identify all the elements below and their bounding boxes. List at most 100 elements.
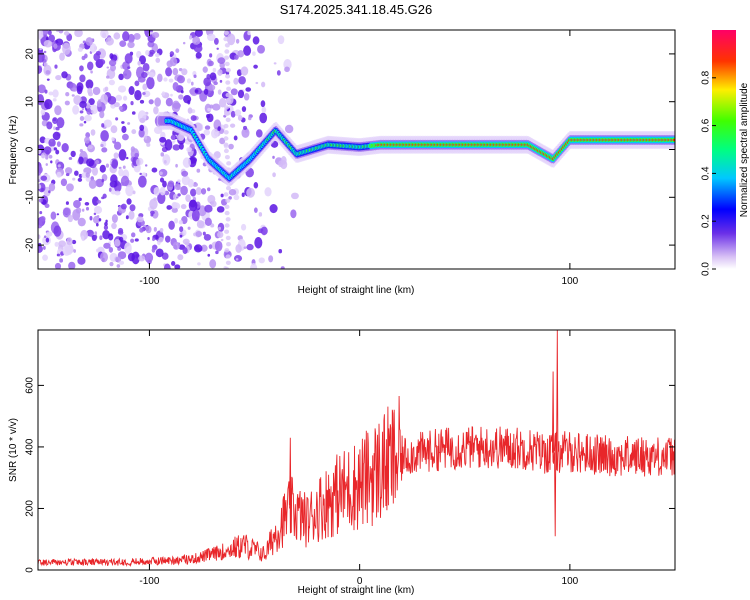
spectrogram-noise-cell bbox=[117, 85, 127, 93]
spectrogram-streak-cell bbox=[223, 55, 229, 60]
spectrogram-noise-cell bbox=[89, 216, 93, 221]
spectrogram-streak-cell bbox=[225, 254, 231, 259]
spectrogram-noise-cell bbox=[59, 258, 64, 263]
spectrogram-noise-cell bbox=[72, 105, 80, 115]
snr-panel: -100 0 100 0 200 400 600 Height of straight li… bbox=[8, 329, 676, 596]
spectrogram-noise-cell bbox=[137, 60, 141, 66]
spectrogram-noise-cell bbox=[218, 226, 221, 231]
spectrogram-streak-cell bbox=[224, 229, 230, 234]
spectrogram-noise-cell bbox=[100, 30, 109, 39]
spectrogram-noise-cell bbox=[48, 91, 54, 96]
spectrogram-noise-cell bbox=[101, 196, 105, 200]
spectrogram-noise-cell bbox=[103, 225, 109, 231]
spectrogram-noise-cell bbox=[53, 225, 62, 237]
spectrogram-noise-cell bbox=[190, 81, 194, 86]
spectrogram-noise-cell bbox=[122, 165, 126, 169]
colorbar: 0.0 0.2 0.4 0.6 0.8 Normalized spectral ampl… bbox=[701, 30, 750, 276]
spectrogram-noise-cell bbox=[82, 40, 86, 44]
spectrogram-noise-cell bbox=[55, 149, 60, 155]
spectrogram-streak-cell bbox=[225, 186, 231, 191]
spectrogram-noise-cell bbox=[111, 159, 118, 169]
spectrogram-noise-cell bbox=[277, 35, 285, 45]
spectrogram-noise-cell bbox=[207, 33, 216, 42]
spectrogram-noise-cell bbox=[208, 244, 213, 250]
spectrogram-noise-cell bbox=[214, 240, 223, 252]
spectrogram-streak-cell bbox=[225, 260, 231, 265]
spectrogram-noise-cell bbox=[159, 186, 166, 196]
spectrogram-noise-cell bbox=[217, 231, 224, 238]
spectrogram-noise-cell bbox=[132, 190, 136, 195]
spectrogram-noise-cell bbox=[38, 198, 43, 203]
spectrogram-noise-cell bbox=[68, 261, 76, 269]
spectrogram-noise-cell bbox=[117, 246, 122, 251]
spectrogram-noise-cell bbox=[155, 53, 160, 58]
snr-y-axis-label: SNR (10 * v/v) bbox=[8, 418, 19, 482]
spectrogram-noise-cell bbox=[272, 172, 276, 178]
spectrogram-noise-cell bbox=[209, 72, 217, 81]
spectrogram-noise-cell bbox=[135, 158, 141, 166]
spectrogram-streak-cell bbox=[223, 30, 229, 36]
spectrogram-noise-cell bbox=[84, 201, 90, 206]
spectrogram-noise-cell bbox=[276, 70, 281, 76]
spectrogram-streak-cell bbox=[224, 61, 230, 67]
spectrogram-noise-cell bbox=[207, 187, 211, 192]
spectrogram-noise-cell bbox=[142, 62, 150, 72]
spectrogram-noise-cell bbox=[156, 73, 163, 83]
spectrogram-noise-cell bbox=[122, 31, 130, 42]
spectrogram-noise-cell bbox=[241, 192, 245, 198]
spectrogram-noise-cell bbox=[98, 58, 106, 65]
spectrogram-noise-cell bbox=[88, 179, 97, 189]
spectrogram-noise-cell bbox=[145, 225, 152, 234]
spectrogram-noise-cell bbox=[284, 66, 290, 73]
snr-y-tick-label: 200 bbox=[25, 500, 36, 517]
spectrogram-noise-cell bbox=[220, 238, 224, 242]
spectrogram-streak-cell bbox=[225, 117, 231, 123]
spectrogram-noise-cell bbox=[80, 235, 85, 241]
spectrogram-noise-cell bbox=[158, 236, 164, 243]
spectrogram-noise-cell bbox=[195, 52, 202, 59]
spectrogram-noise-cell bbox=[50, 211, 57, 220]
spectrogram-streak-cell bbox=[224, 49, 230, 54]
spectrogram-noise-cell bbox=[52, 117, 58, 125]
spectrogram-noise-cell bbox=[179, 226, 184, 233]
spectrogram-noise-cell bbox=[79, 100, 87, 109]
spectrogram-noise-cell bbox=[108, 59, 117, 67]
spectrogram-noise-cell bbox=[168, 78, 174, 83]
snr-y-tick-label: 600 bbox=[25, 377, 36, 394]
spectrogram-noise-cell bbox=[269, 204, 278, 214]
colorbar-label: Normalized spectral amplitude bbox=[739, 82, 750, 217]
spectrogram-noise-cell bbox=[127, 33, 135, 43]
spectrogram-noise-cell bbox=[170, 134, 176, 140]
spectrogram-noise-cell bbox=[89, 43, 97, 53]
spectrogram-noise-cell bbox=[56, 141, 61, 147]
spectrogram-noise-cell bbox=[38, 84, 46, 94]
spectrogram-noise-cell bbox=[209, 259, 217, 269]
spectrogram-streak-cell bbox=[225, 92, 231, 98]
spec-y-tick-label: 0 bbox=[25, 146, 36, 152]
spec-x-tick-label: 100 bbox=[562, 276, 579, 287]
spectrogram-noise-cell bbox=[207, 253, 211, 257]
spectrogram-noise-cell bbox=[90, 70, 93, 74]
spectrogram-noise-cell bbox=[182, 229, 187, 236]
colorbar-tick-label: 0.4 bbox=[701, 166, 712, 180]
spectrogram-noise-cell bbox=[258, 212, 263, 217]
spectrogram-noise-cell bbox=[237, 50, 245, 58]
spectrogram-noise-cell bbox=[53, 147, 58, 151]
spectrogram-noise-cell bbox=[243, 92, 250, 101]
spectrogram-noise-cell bbox=[202, 66, 208, 73]
spectrogram-noise-cell bbox=[136, 216, 144, 223]
spectrogram-noise-cell bbox=[77, 256, 86, 265]
spectrogram-noise-cell bbox=[86, 158, 95, 167]
spectrogram-noise-cell bbox=[172, 241, 181, 250]
spectrogram-noise-cell bbox=[40, 109, 46, 116]
spectrogram-noise-cell bbox=[234, 54, 239, 60]
spec-x-tick-label: -100 bbox=[139, 276, 159, 287]
spectrogram-noise-cell bbox=[63, 31, 70, 36]
spectrogram-noise-cell bbox=[171, 207, 178, 213]
spectrogram-noise-cell bbox=[200, 188, 207, 195]
spectrogram-noise-cell bbox=[40, 175, 48, 181]
spectrogram-noise-cell bbox=[165, 235, 171, 243]
spectrogram-noise-cell bbox=[177, 254, 184, 261]
spectrogram-noise-cell bbox=[101, 178, 105, 183]
spectrogram-noise-cell bbox=[240, 66, 249, 76]
